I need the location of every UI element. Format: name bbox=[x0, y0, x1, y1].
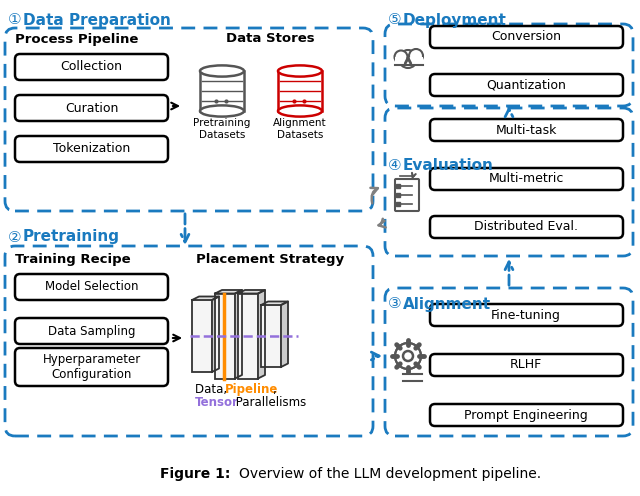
Text: Multi-metric: Multi-metric bbox=[488, 173, 564, 186]
FancyBboxPatch shape bbox=[430, 304, 623, 326]
Text: Model Selection: Model Selection bbox=[45, 281, 138, 294]
Text: Curation: Curation bbox=[65, 102, 118, 115]
FancyBboxPatch shape bbox=[430, 26, 623, 48]
FancyBboxPatch shape bbox=[395, 179, 419, 211]
FancyBboxPatch shape bbox=[5, 246, 373, 436]
Polygon shape bbox=[215, 290, 242, 294]
Bar bbox=[200, 71, 244, 111]
Text: Conversion: Conversion bbox=[491, 30, 561, 44]
Circle shape bbox=[395, 343, 421, 369]
Text: ③: ③ bbox=[388, 297, 402, 311]
Ellipse shape bbox=[278, 65, 322, 76]
Text: Distributed Eval.: Distributed Eval. bbox=[474, 221, 578, 234]
Circle shape bbox=[399, 50, 417, 68]
Text: Tokenization: Tokenization bbox=[53, 142, 130, 156]
FancyBboxPatch shape bbox=[430, 119, 623, 141]
FancyBboxPatch shape bbox=[15, 318, 168, 344]
FancyBboxPatch shape bbox=[15, 274, 168, 300]
Text: Placement Strategy: Placement Strategy bbox=[196, 252, 344, 265]
Circle shape bbox=[394, 51, 408, 63]
Text: Deployment: Deployment bbox=[403, 12, 507, 27]
Text: Data Preparation: Data Preparation bbox=[23, 12, 171, 27]
Polygon shape bbox=[281, 302, 288, 367]
Text: Fine-tuning: Fine-tuning bbox=[491, 309, 561, 321]
Ellipse shape bbox=[200, 106, 244, 117]
Text: Figure 1:: Figure 1: bbox=[160, 467, 230, 481]
Text: Alignment: Alignment bbox=[403, 297, 491, 311]
Circle shape bbox=[403, 351, 413, 361]
Text: Multi-task: Multi-task bbox=[495, 124, 557, 136]
FancyBboxPatch shape bbox=[385, 108, 633, 256]
Text: Data,: Data, bbox=[195, 383, 231, 396]
Text: Pretraining
Datasets: Pretraining Datasets bbox=[193, 118, 251, 140]
Text: Process Pipeline: Process Pipeline bbox=[15, 33, 138, 46]
FancyBboxPatch shape bbox=[15, 136, 168, 162]
Bar bbox=[215, 294, 235, 378]
Text: Quantization: Quantization bbox=[486, 78, 566, 91]
FancyBboxPatch shape bbox=[430, 216, 623, 238]
Text: Overview of the LLM development pipeline.: Overview of the LLM development pipeline… bbox=[239, 467, 541, 481]
Text: ①: ① bbox=[8, 12, 22, 27]
Text: Hyperparameter
Configuration: Hyperparameter Configuration bbox=[42, 353, 141, 381]
Bar bbox=[192, 300, 212, 372]
Text: Pretraining: Pretraining bbox=[23, 230, 120, 245]
Text: Training Recipe: Training Recipe bbox=[15, 252, 131, 265]
Text: Pipeline: Pipeline bbox=[225, 383, 278, 396]
FancyBboxPatch shape bbox=[385, 288, 633, 436]
Text: Parallelisms: Parallelisms bbox=[232, 396, 307, 410]
Bar bbox=[261, 305, 281, 367]
Text: ⑤: ⑤ bbox=[388, 12, 402, 27]
Bar bbox=[278, 71, 322, 111]
Text: RLHF: RLHF bbox=[510, 359, 542, 372]
Text: ,: , bbox=[272, 383, 276, 396]
Ellipse shape bbox=[278, 106, 322, 117]
FancyBboxPatch shape bbox=[15, 348, 168, 386]
Text: Collection: Collection bbox=[61, 61, 122, 73]
FancyBboxPatch shape bbox=[15, 54, 168, 80]
Text: Data Stores: Data Stores bbox=[226, 33, 314, 46]
FancyBboxPatch shape bbox=[430, 354, 623, 376]
FancyBboxPatch shape bbox=[430, 404, 623, 426]
Bar bbox=[238, 294, 258, 378]
Polygon shape bbox=[238, 290, 265, 294]
FancyBboxPatch shape bbox=[430, 168, 623, 190]
Text: Evaluation: Evaluation bbox=[403, 159, 494, 174]
Text: Alignment
Datasets: Alignment Datasets bbox=[273, 118, 327, 140]
FancyBboxPatch shape bbox=[5, 28, 373, 211]
Ellipse shape bbox=[200, 65, 244, 76]
Polygon shape bbox=[258, 290, 265, 378]
Polygon shape bbox=[235, 290, 242, 378]
Text: Data Sampling: Data Sampling bbox=[48, 324, 135, 337]
Polygon shape bbox=[261, 302, 288, 305]
Bar bbox=[395, 57, 423, 65]
Text: ④: ④ bbox=[388, 159, 402, 174]
Text: Tensor: Tensor bbox=[195, 396, 239, 410]
Text: ②: ② bbox=[8, 230, 22, 245]
Circle shape bbox=[409, 49, 423, 63]
FancyBboxPatch shape bbox=[430, 74, 623, 96]
FancyBboxPatch shape bbox=[15, 95, 168, 121]
Polygon shape bbox=[192, 297, 219, 300]
Text: Prompt Engineering: Prompt Engineering bbox=[464, 409, 588, 422]
Polygon shape bbox=[212, 297, 219, 372]
FancyBboxPatch shape bbox=[385, 24, 633, 106]
